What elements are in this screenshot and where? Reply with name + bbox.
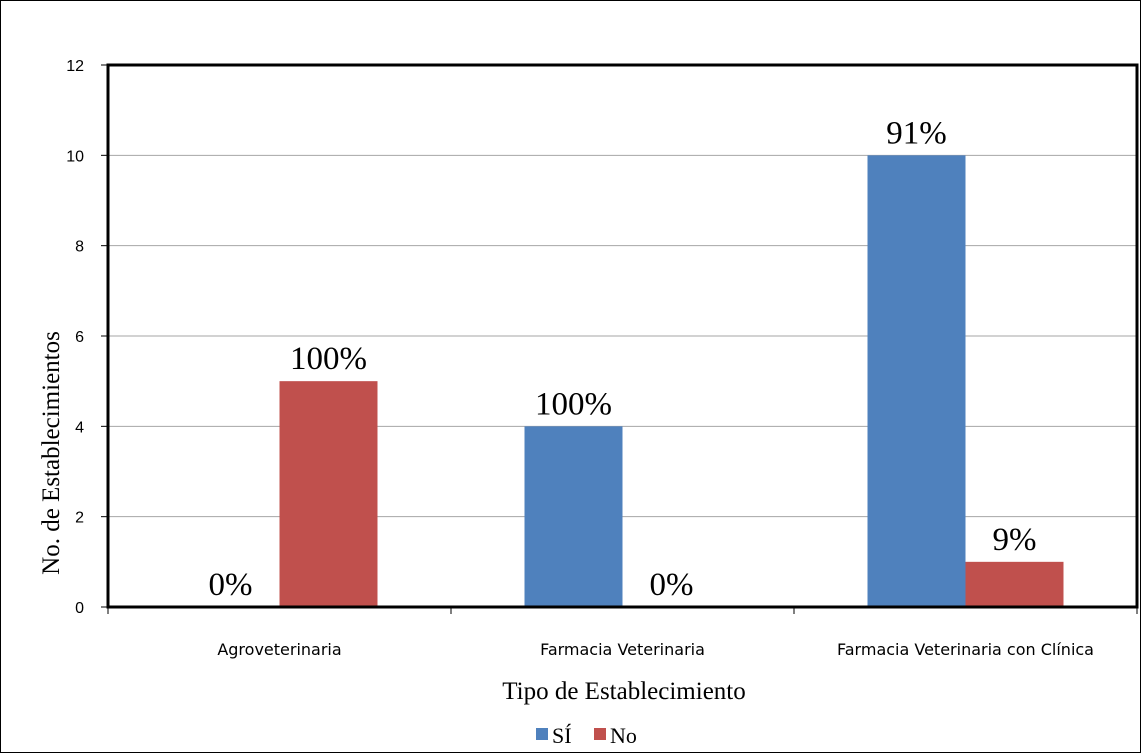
y-tick-label: 6 [75,329,84,346]
data-label: 100% [290,341,367,377]
data-label: 0% [650,567,694,603]
data-label: 100% [535,386,612,422]
y-tick-label: 2 [75,510,84,527]
y-axis-title: No. de Establecimientos [38,331,65,575]
x-tick-label: Farmacia Veterinaria con Clínica [837,640,1094,659]
legend-label-no: No [610,723,637,748]
data-label: 9% [993,522,1037,558]
y-tick-label: 0 [75,600,84,617]
x-axis-ticks: Agroveterinaria Farmacia Veterinaria Farma… [107,607,1138,659]
x-tick-label: Agroveterinaria [217,640,341,659]
x-tick-label: Farmacia Veterinaria [540,640,705,659]
x-axis-title: Tipo de Establecimiento [502,678,746,705]
y-tick-label: 12 [66,58,84,75]
data-label: 0% [209,567,253,603]
y-tick-label: 4 [75,419,84,436]
bar [279,381,378,607]
y-tick-label: 10 [66,148,84,165]
bar [867,155,966,608]
bars [279,155,1064,608]
legend-swatch-no [594,728,606,740]
legend-label-si: SÍ [552,723,572,748]
legend: SÍ No [536,723,637,748]
bar [524,426,623,607]
data-labels: 0% 100% 100% 0% 91% 9% [209,115,1037,603]
legend-swatch-si [536,728,548,740]
bar [965,561,1064,607]
data-label: 91% [886,115,947,151]
y-axis-ticks: 0 2 4 6 8 10 12 [66,58,108,617]
y-tick-label: 8 [75,239,84,256]
